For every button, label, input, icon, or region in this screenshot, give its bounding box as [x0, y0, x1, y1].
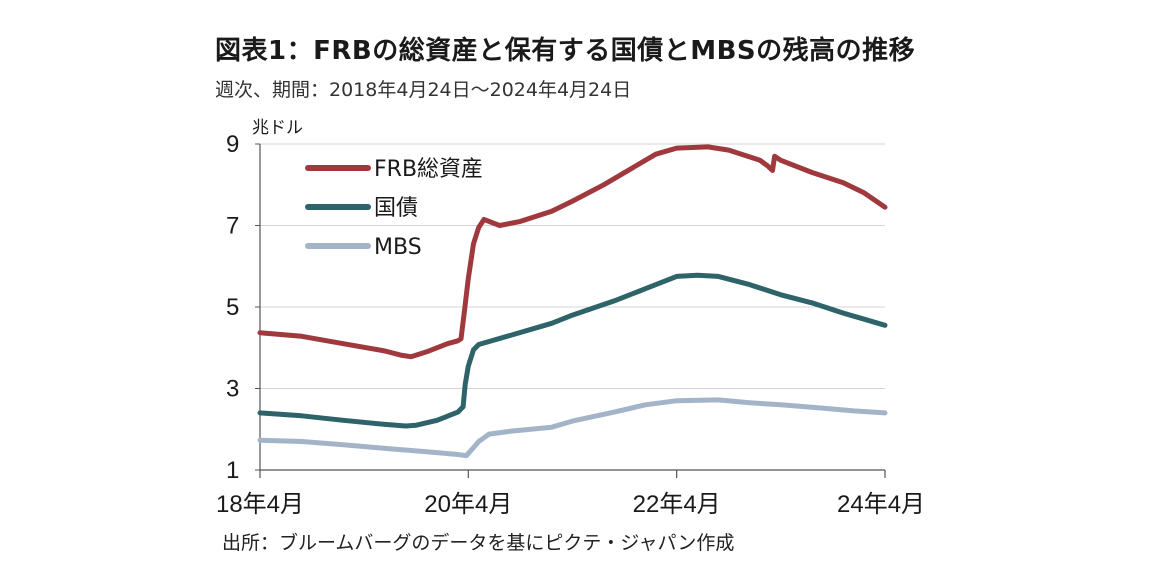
grid-lines [260, 143, 885, 389]
chart-title: 図表1：FRBの総資産と保有する国債とMBSの残高の推移 [215, 36, 916, 66]
y-tick-label: 7 [226, 213, 239, 240]
legend-label-3: MBS [374, 235, 422, 260]
series-lines [257, 144, 888, 459]
series-line-1 [257, 144, 888, 360]
x-tick-label: 22年4月 [633, 491, 721, 518]
chart-subtitle: 週次、期間：2018年4月24日～2024年4月24日 [215, 79, 632, 101]
source-note: 出所：ブルームバーグのデータを基にピクテ・ジャパン作成 [222, 532, 735, 554]
y-axis-unit: 兆ドル [252, 118, 303, 138]
x-tick-label: 18年4月 [216, 491, 304, 518]
x-tick-label: 20年4月 [424, 491, 512, 518]
series-line-3 [257, 397, 888, 459]
tick-labels: 1 3 5 7 9 18年4月 20年4月 22年4月 24年4月 [216, 131, 925, 518]
y-tick-label: 9 [226, 131, 239, 158]
y-tick-label: 3 [226, 376, 239, 403]
legend-label-2: 国債 [374, 196, 418, 221]
y-tick-label: 5 [226, 294, 239, 321]
legend-label-1: FRB総資産 [374, 157, 483, 182]
series-line-2 [257, 272, 888, 429]
y-tick-label: 1 [226, 457, 239, 484]
x-tick-label: 24年4月 [837, 491, 925, 518]
axes [255, 143, 886, 478]
